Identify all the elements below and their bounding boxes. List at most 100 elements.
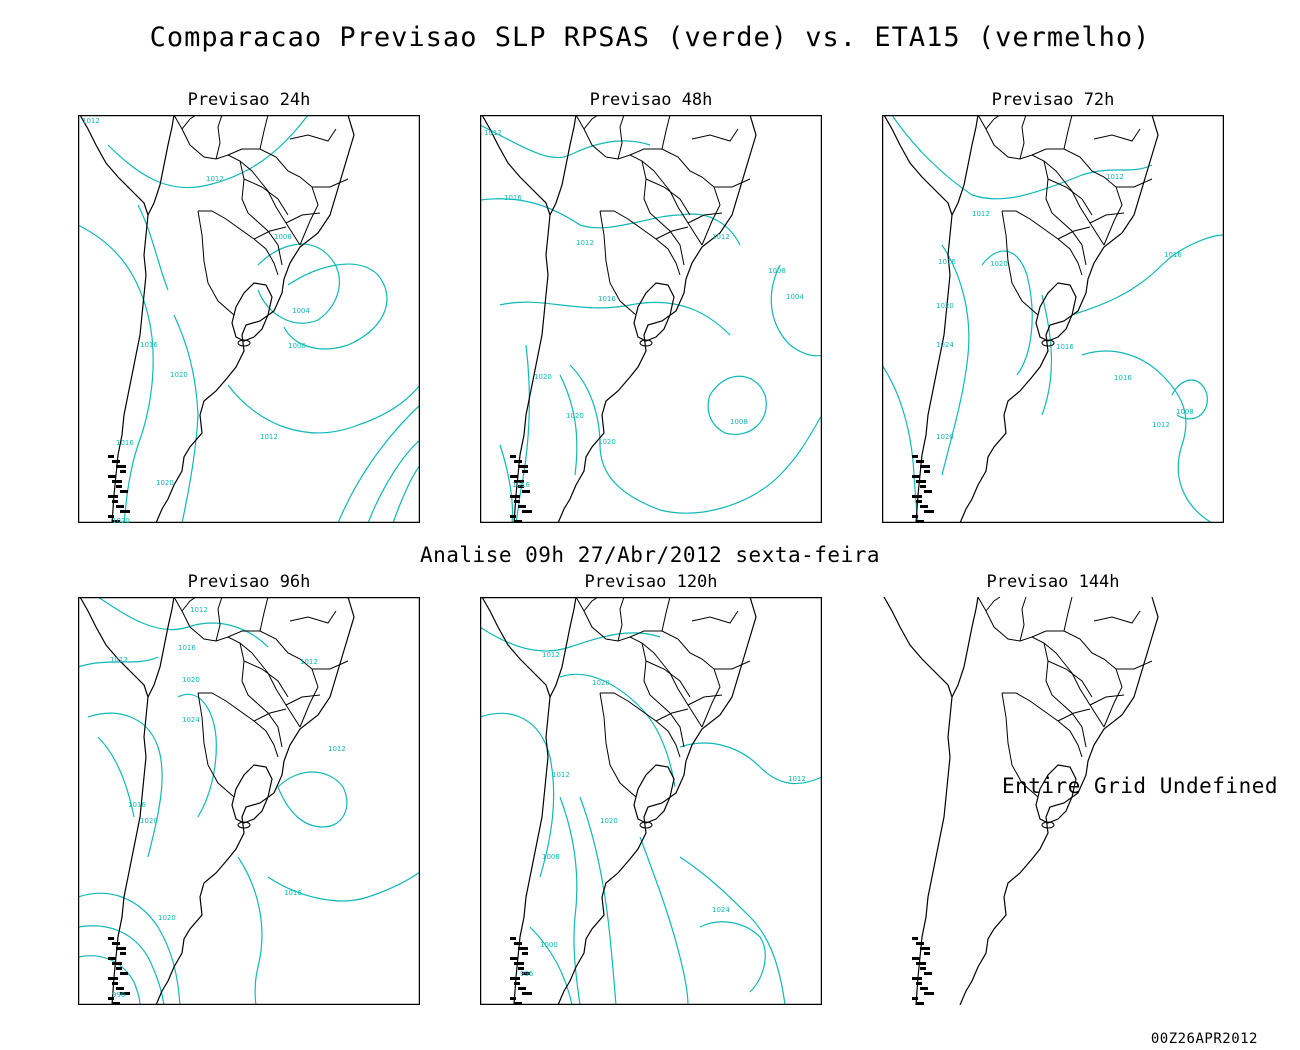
lagoon <box>1041 821 1055 829</box>
panel-title-144h: Previsao 144h <box>986 572 1120 592</box>
isobar-contour <box>137 204 169 291</box>
isobar-label: 1016 <box>598 295 616 303</box>
country-border <box>599 692 637 798</box>
country-border <box>583 115 599 130</box>
archipelago-island <box>112 500 118 503</box>
country-border <box>1093 128 1141 142</box>
map-svg: 1012 1012 1008 1004 1008 1016 1020 1012 1016 1020… <box>78 115 420 523</box>
isobar-contour <box>392 464 420 523</box>
archipelago-island <box>522 992 532 995</box>
archipelago-island <box>120 470 126 473</box>
isobar-label: 1008 <box>768 267 786 275</box>
isobar-label: 1012 <box>484 129 502 137</box>
archipelago-island <box>120 972 128 975</box>
isobar-label: 1012 <box>1152 421 1170 429</box>
isobar-contour <box>227 384 420 434</box>
archipelago-island <box>108 957 116 960</box>
isobar-contour <box>559 673 676 788</box>
coastline <box>155 597 355 1005</box>
panel-title-96h: Previsao 96h <box>187 572 311 592</box>
archipelago-island <box>924 952 930 955</box>
panel-title-120h: Previsao 120h <box>584 572 718 592</box>
country-border <box>289 128 337 142</box>
coastline <box>951 115 979 216</box>
archipelago-island <box>510 957 518 960</box>
archipelago-island <box>916 1002 924 1005</box>
isobar-contour <box>78 955 141 1005</box>
country-border <box>181 597 197 612</box>
uruguay-border <box>231 282 273 342</box>
archipelago-island <box>514 1002 522 1005</box>
isobar-contour <box>559 796 581 1005</box>
isobar-label: 1020 <box>936 302 954 310</box>
archipelago-island <box>916 962 926 965</box>
archipelago-island <box>912 997 918 1000</box>
isobar-label: 1020 <box>598 438 616 446</box>
country-border <box>239 642 283 748</box>
panel-title-48h: Previsao 48h <box>589 90 713 110</box>
isobar-label: 1016 <box>178 644 196 652</box>
archipelago-island <box>116 505 124 508</box>
country-border <box>687 212 723 224</box>
country-border <box>661 597 671 632</box>
archipelago-island <box>510 475 518 478</box>
isobar-contour <box>97 736 135 818</box>
lagoon <box>237 821 251 829</box>
country-border <box>312 178 349 188</box>
isobar-label: 1020 <box>140 817 158 825</box>
country-border <box>243 660 289 698</box>
archipelago-island <box>916 460 924 463</box>
isobar-label: 1024 <box>712 906 730 914</box>
archipelago-island <box>912 475 920 478</box>
country-border <box>173 115 301 246</box>
archipelago-island <box>522 510 532 513</box>
country-border <box>655 708 689 722</box>
archipelago-island <box>518 967 524 970</box>
coastline <box>557 597 757 1005</box>
country-border <box>285 694 321 706</box>
isobar-label: 1020 <box>158 914 176 922</box>
isobar-contour <box>559 374 578 476</box>
isobar-label: 1012 <box>542 651 560 659</box>
country-border <box>1001 692 1039 798</box>
isobar-contour <box>941 244 970 476</box>
country-border <box>1043 160 1087 266</box>
map-svg: 1012 1012 1016 1012 1020 1024 1012 1016 1020 1020… <box>78 597 420 1005</box>
country-border <box>583 597 599 612</box>
country-border <box>629 148 721 246</box>
coastline <box>883 115 953 523</box>
country-border <box>600 692 681 758</box>
lagoon <box>237 339 251 347</box>
isobar-label: 1012 <box>110 656 128 664</box>
isobar-contour <box>97 597 269 648</box>
country-border <box>641 160 685 266</box>
archipelago-island <box>514 982 520 985</box>
archipelago-island <box>522 470 528 473</box>
archipelago-island <box>120 510 130 513</box>
archipelago-island <box>916 982 922 985</box>
isobar-contour <box>679 742 822 785</box>
country-border <box>600 210 681 276</box>
analysis-label: Analise 09h 27/Abr/2012 sexta-feira <box>419 543 880 567</box>
isobar-label: 1008 <box>288 342 306 350</box>
archipelago-island <box>924 972 932 975</box>
archipelago-island <box>916 942 924 945</box>
coastline <box>481 115 551 523</box>
country-border <box>253 708 287 722</box>
country-border <box>1089 212 1125 224</box>
map-panel-72h: 1012 1012 1016 1020 1016 1020 1024 1016 1016 1008… <box>882 115 1224 523</box>
isobar-contour <box>87 712 163 858</box>
country-border <box>1057 708 1091 722</box>
isobar-contour <box>257 243 341 324</box>
isobar-contour <box>107 115 309 189</box>
country-border <box>1089 694 1125 706</box>
country-border <box>253 226 287 240</box>
country-border <box>1057 226 1091 240</box>
isobar-label: 1020 <box>534 373 552 381</box>
coastline <box>79 597 149 1005</box>
isobar-label: 1016 <box>1164 251 1182 259</box>
archipelago-island <box>912 957 920 960</box>
country-border <box>617 597 625 642</box>
isobar-label: 1012 <box>712 233 730 241</box>
archipelago-island <box>924 510 934 513</box>
